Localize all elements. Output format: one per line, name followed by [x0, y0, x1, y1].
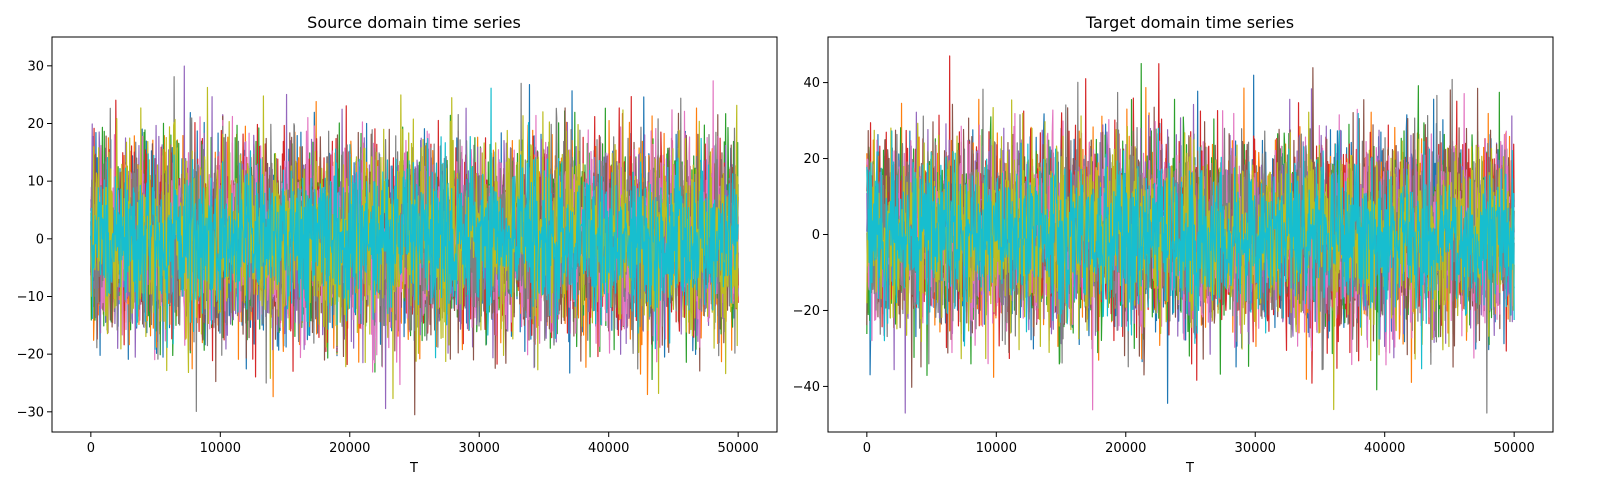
chart-source-y-tick-label: −20 — [17, 348, 44, 363]
chart-source-y-tick-label: 30 — [27, 59, 44, 74]
chart-target-x-tick-label: 50000 — [1493, 441, 1534, 456]
chart-source-plot-area — [90, 65, 739, 416]
chart-target-x-tick-label: 10000 — [976, 441, 1017, 456]
chart-source-x-tick-label: 20000 — [329, 441, 370, 456]
chart-target-series-10 — [866, 112, 1515, 370]
chart-source-y-tick-label: 0 — [36, 232, 44, 247]
chart-target-y-tick-label: 20 — [803, 152, 820, 167]
chart-source-x-axis-label: T — [409, 461, 418, 476]
chart-target-x-tick-label: 20000 — [1105, 441, 1146, 456]
chart-target-y-tick-label: −40 — [793, 380, 820, 395]
chart-source-y-tick-label: 10 — [27, 175, 44, 190]
chart-target-x-axis-label: T — [1185, 461, 1194, 476]
chart-source-x-tick-label: 40000 — [588, 441, 629, 456]
chart-source-y-tick-label: −10 — [17, 290, 44, 305]
chart-source-y-ticks: −30 −20 −10 0 10 20 30 — [17, 59, 52, 420]
chart-source-x-tick-label: 0 — [87, 441, 95, 456]
chart-source-x-tick-label: 30000 — [459, 441, 500, 456]
chart-target-x-tick-label: 40000 — [1364, 441, 1405, 456]
chart-target-y-tick-label: −20 — [793, 304, 820, 319]
chart-target-title: Target domain time series — [1085, 13, 1294, 32]
chart-source-series-10 — [90, 87, 739, 359]
chart-source-y-tick-label: −30 — [17, 405, 44, 420]
chart-source-x-tick-label: 10000 — [200, 441, 241, 456]
chart-target-plot-area — [866, 55, 1515, 414]
chart-target-x-tick-label: 0 — [863, 441, 871, 456]
chart-target-x-ticks: 0 10000 20000 30000 40000 50000 — [863, 432, 1535, 456]
chart-source-x-ticks: 0 10000 20000 30000 40000 50000 — [87, 432, 759, 456]
chart-source-x-tick-label: 50000 — [717, 441, 758, 456]
chart-source-y-tick-label: 20 — [27, 117, 44, 132]
chart-target-y-tick-label: 0 — [812, 228, 820, 243]
chart-target-y-tick-label: 40 — [803, 76, 820, 91]
chart-source-title: Source domain time series — [307, 13, 521, 32]
chart-source-axes-frame — [51, 36, 778, 433]
chart-target-y-ticks: −40 −20 0 20 40 — [793, 76, 828, 395]
chart-target: Target domain time series 0 10000 20000 300… — [793, 13, 1554, 476]
chart-source: Source domain time series 0 10000 20000 300… — [17, 13, 778, 476]
chart-target-x-tick-label: 30000 — [1235, 441, 1276, 456]
